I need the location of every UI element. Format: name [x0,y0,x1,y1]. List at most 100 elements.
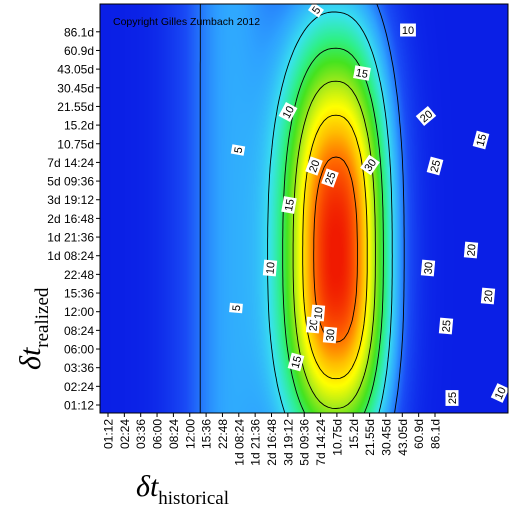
x-tick-label: 43.05d [396,419,410,456]
contour-label-text: 30 [422,261,435,274]
x-tick-label: 01:12 [102,419,116,449]
contour-label-text: 30 [362,157,379,174]
y-tick-label: 2d 16:48 [47,212,94,226]
contour-label-text: 30 [324,328,337,341]
x-axis: 01:12 02:24 03:36 06:00 08:24 12:00 15:36 22:48… [102,413,443,466]
contour-label-text: 10 [281,104,297,120]
contour-label-text: 20 [307,318,320,331]
y-tick-label: 01:12 [64,399,94,413]
y-tick-label: 43.05d [57,63,94,77]
contour-label-text: 10 [493,385,509,401]
contour-lines [199,4,405,413]
x-tick-label: 5d 09:36 [298,419,312,466]
contour-label-text: 20 [465,243,478,256]
y-tick-label: 60.9d [64,44,94,58]
contour-level-5 [199,4,405,413]
y-tick-label: 5d 09:36 [47,175,94,189]
y-tick-label: 21.55d [57,100,94,114]
contour-label: 30 [420,259,436,277]
contour-label-text: 10 [402,25,414,37]
contour-label-background [490,383,510,403]
contour-label: 10 [262,259,278,277]
y-tick-label: 02:24 [64,380,94,394]
contour-label-background [480,287,496,305]
y-tick-label: 15:36 [64,287,94,301]
contour-label: 15 [353,65,371,81]
contour-label-background [322,326,338,344]
contour-label-background [463,241,479,259]
x-tick-label: 7d 14:24 [314,419,328,466]
x-tick-label: 02:24 [118,419,132,449]
contour-label-background [307,2,325,18]
contour-label: 10 [490,383,510,403]
x-tick-label: 1d 08:24 [232,419,246,466]
copyright-watermark: Copyright Gilles Zumbach 2012 [113,16,260,28]
contour-label: 25 [321,168,339,188]
x-axis-title: δthistorical [136,470,229,509]
contour-label: 30 [322,326,338,344]
x-tick-label: 21.55d [363,419,377,456]
contour-label: 5 [307,2,325,18]
contour-label-text: 15 [290,355,305,370]
contour-label-background [230,144,246,156]
contour-label: 15 [281,196,297,214]
contour-labels: 5551010101015151515202020202025252525303… [229,2,510,406]
y-tick-label: 03:36 [64,361,94,375]
x-tick-label: 06:00 [151,419,165,449]
contour-label: 15 [472,130,490,150]
contour-label-background [426,156,444,176]
contour-label-text: 25 [440,319,453,332]
x-tick-label: 12:00 [183,419,197,449]
contour-label-background [229,302,243,314]
contour-label-text: 10 [312,306,325,319]
contour-label-text: 20 [307,159,322,175]
y-axis-subscript: realized [32,287,53,348]
x-tick-label: 08:24 [167,419,181,449]
contour-label-text: 15 [283,198,297,212]
contour-label: 10 [400,23,416,37]
y-tick-label: 1d 21:36 [47,231,94,245]
contour-label-text: 15 [475,133,490,148]
y-axis: 01:12 02:24 03:36 06:00 08:24 12:00 15:36 22:48… [47,25,100,413]
contour-label: 15 [287,352,305,372]
x-tick-label: 1d 21:36 [249,419,263,466]
contour-label-text: 5 [310,5,323,17]
contour-label-background [415,105,437,127]
contour-label-background [278,101,298,123]
contour-label-background [262,259,278,277]
contour-label: 30 [360,154,380,176]
contour-label: 10 [278,101,298,123]
y-tick-label: 1d 08:24 [47,249,94,263]
x-tick-label: 86.1d [429,419,443,449]
contour-label: 25 [438,317,454,335]
y-tick-label: 86.1d [64,25,94,39]
contour-label-background [360,154,380,176]
contour-label-background [400,23,416,37]
contour-label: 20 [305,156,323,176]
y-tick-label: 08:24 [64,324,94,338]
contour-label: 5 [230,144,246,156]
contour-label-background [353,65,371,81]
contour-label-text: 20 [482,289,495,302]
y-tick-label: 3d 19:12 [47,193,94,207]
contour-label-text: 25 [429,159,444,174]
contour-label: 10 [310,304,326,322]
contour-label-background [420,259,436,277]
contour-level-20 [292,80,376,409]
contour-label: 5 [229,302,243,314]
y-tick-label: 30.45d [57,81,94,95]
x-tick-label: 22:48 [216,419,230,449]
contour-label: 25 [426,156,444,176]
x-tick-label: 3d 19:12 [281,419,295,466]
contour-label-text: 15 [355,67,369,81]
contour-label-text: 5 [233,146,246,154]
contour-label-text: 25 [447,392,459,404]
contour-label-text: 5 [231,305,243,312]
contour-label: 25 [445,390,459,406]
y-tick-label: 7d 14:24 [47,156,94,170]
y-tick-label: 10.75d [57,137,94,151]
y-tick-label: 12:00 [64,305,94,319]
contour-label-text: 25 [323,171,338,187]
x-tick-label: 03:36 [134,419,148,449]
